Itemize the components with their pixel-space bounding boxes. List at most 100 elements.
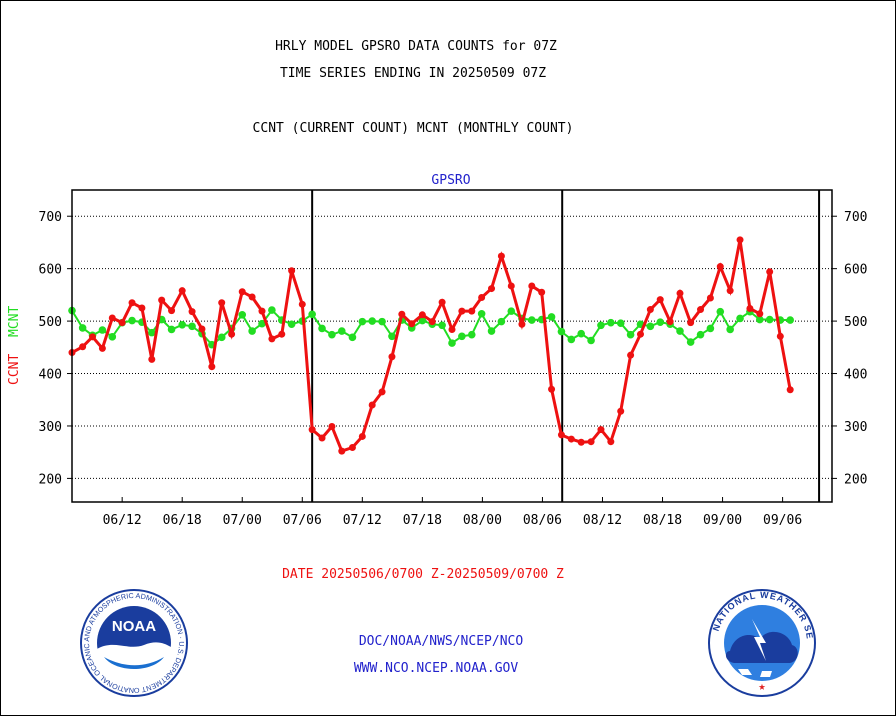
data-point-ccnt (577, 438, 585, 446)
data-point-ccnt (676, 289, 684, 297)
x-tick-label: 08/06 (523, 513, 562, 528)
x-tick-label: 07/00 (223, 513, 262, 528)
data-point-mcnt (756, 315, 764, 324)
data-point-ccnt (238, 288, 246, 296)
nws-logo: NATIONAL WEATHER SERVICE ★ (708, 589, 816, 697)
noaa-logo-text: NOAA (112, 618, 156, 635)
data-point-mcnt (786, 316, 794, 324)
data-point-mcnt (686, 338, 695, 346)
data-point-mcnt (368, 317, 377, 325)
y-tick-label-left: 700 (39, 210, 62, 225)
data-point-ccnt (428, 318, 436, 326)
data-point-ccnt (328, 422, 336, 430)
date-range-label: DATE 20250506/0700 Z-20250509/0700 Z (282, 567, 564, 582)
data-point-mcnt (328, 330, 336, 339)
x-tick-label: 07/06 (283, 513, 322, 528)
data-point-ccnt (168, 307, 176, 315)
data-point-ccnt (458, 307, 466, 315)
data-point-ccnt (318, 434, 326, 442)
data-point-ccnt (418, 311, 426, 319)
data-point-ccnt (378, 388, 386, 396)
plot-title: GPSRO (431, 173, 470, 188)
data-point-mcnt (477, 309, 486, 318)
y-tick-label-right: 400 (844, 368, 867, 383)
noaa-logo: NOAA NATIONAL OCEANIC AND ATMOSPHERIC AD… (80, 589, 188, 697)
data-point-ccnt (587, 438, 595, 446)
series-line-ccnt (71, 239, 792, 453)
data-point-ccnt (158, 296, 166, 304)
data-point-ccnt (766, 268, 774, 276)
data-point-ccnt (338, 447, 346, 455)
data-point-ccnt (776, 332, 784, 340)
data-point-ccnt (408, 320, 416, 328)
data-point-ccnt (438, 298, 446, 306)
data-point-ccnt (368, 401, 376, 409)
data-point-ccnt (228, 330, 236, 338)
data-point-ccnt (478, 293, 486, 301)
data-point-ccnt (79, 343, 87, 351)
data-point-ccnt (128, 299, 136, 307)
data-point-ccnt (198, 325, 206, 333)
x-tick-label: 08/00 (463, 513, 502, 528)
data-point-ccnt (756, 310, 764, 318)
nws-star-icon: ★ (758, 679, 765, 693)
data-point-ccnt (636, 330, 644, 338)
y-axis-label-ccnt: CCNT (7, 354, 22, 385)
data-point-mcnt (287, 320, 296, 329)
data-point-mcnt (497, 317, 506, 326)
x-tick-label: 09/00 (703, 513, 742, 528)
data-point-mcnt (528, 316, 536, 324)
data-point-ccnt (258, 307, 266, 315)
data-point-ccnt (208, 363, 216, 371)
data-point-mcnt (338, 327, 346, 335)
data-point-mcnt (388, 332, 396, 341)
data-point-ccnt (248, 293, 256, 301)
data-point-ccnt (268, 335, 276, 343)
data-point-mcnt (616, 319, 625, 327)
data-point-ccnt (308, 426, 316, 434)
data-point-ccnt (298, 300, 306, 308)
data-point-mcnt (656, 318, 665, 326)
data-point-mcnt (318, 324, 326, 333)
data-point-ccnt (627, 351, 635, 359)
x-tick-label: 06/18 (163, 513, 202, 528)
data-point-mcnt (676, 327, 684, 335)
data-point-ccnt (288, 267, 296, 275)
data-point-ccnt (687, 319, 695, 327)
data-point-ccnt (666, 318, 674, 326)
data-point-ccnt (746, 305, 754, 313)
data-point-ccnt (148, 355, 156, 363)
x-tick-label: 07/12 (343, 513, 382, 528)
data-point-mcnt (358, 317, 367, 326)
data-point-mcnt (716, 307, 725, 316)
data-point-mcnt (577, 329, 585, 338)
data-point-ccnt (398, 310, 406, 318)
data-point-mcnt (507, 307, 516, 315)
y-tick-label-right: 500 (844, 315, 867, 330)
data-point-ccnt (118, 319, 126, 327)
data-point-ccnt (716, 263, 724, 271)
data-point-ccnt (178, 287, 186, 295)
data-point-mcnt (696, 330, 705, 339)
data-point-ccnt (617, 407, 625, 415)
data-point-mcnt (547, 313, 556, 321)
data-point-mcnt (646, 322, 655, 331)
data-point-mcnt (217, 333, 226, 342)
data-point-mcnt (258, 319, 266, 328)
data-point-ccnt (218, 299, 226, 307)
y-tick-label-left: 500 (39, 315, 62, 330)
data-point-mcnt (607, 318, 615, 327)
data-point-mcnt (448, 339, 456, 347)
x-tick-label: 09/06 (763, 513, 802, 528)
data-point-mcnt (248, 327, 256, 335)
data-point-mcnt (626, 330, 635, 339)
data-point-ccnt (597, 426, 605, 434)
data-point-ccnt (488, 285, 496, 293)
data-point-ccnt (358, 432, 366, 440)
data-point-ccnt (567, 435, 575, 443)
data-point-mcnt (418, 316, 427, 325)
plot-border (71, 189, 833, 503)
data-point-mcnt (726, 325, 734, 334)
data-point-mcnt (128, 316, 136, 325)
data-point-ccnt (278, 330, 286, 338)
